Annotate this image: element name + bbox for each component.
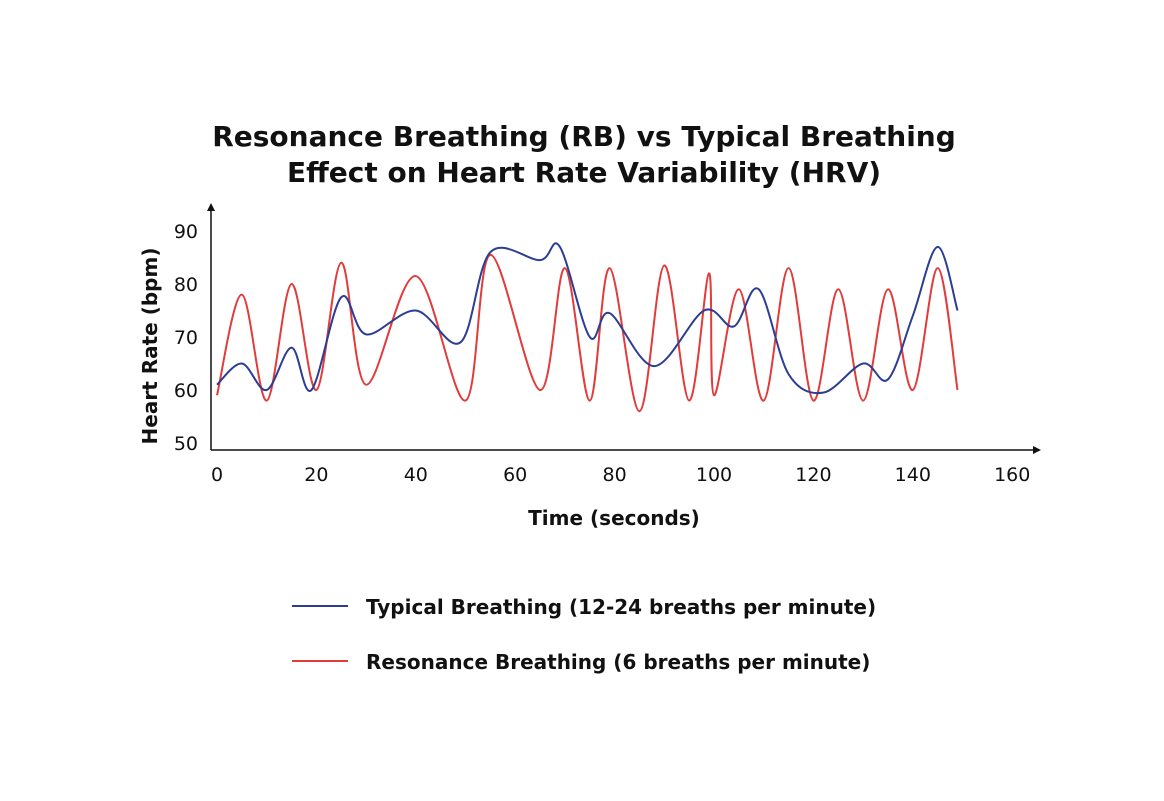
x-tick-140: 140 <box>895 464 931 486</box>
chart-title-line-1: Resonance Breathing (RB) vs Typical Brea… <box>212 120 956 153</box>
x-tick-0: 0 <box>211 464 223 486</box>
x-tick-20: 20 <box>304 464 328 486</box>
series-lines <box>216 242 959 413</box>
y-axis-arrow <box>207 203 215 211</box>
legend-label-resonance: Resonance Breathing (6 breaths per minut… <box>366 650 870 674</box>
x-tick-80: 80 <box>603 464 627 486</box>
x-tick-120: 120 <box>795 464 831 486</box>
y-tick-90: 90 <box>174 221 198 243</box>
axes <box>207 203 1041 454</box>
x-tick-160: 160 <box>994 464 1030 486</box>
series-line-typical-breathing <box>216 242 959 395</box>
y-axis-label: Heart Rate (bpm) <box>138 248 162 445</box>
x-tick-40: 40 <box>404 464 428 486</box>
x-tick-60: 60 <box>503 464 527 486</box>
y-tick-60: 60 <box>174 380 198 402</box>
x-axis-arrow <box>1033 446 1041 454</box>
chart-title-line-2: Effect on Heart Rate Variability (HRV) <box>287 156 881 189</box>
x-axis-label: Time (seconds) <box>528 506 700 530</box>
y-tick-70: 70 <box>174 327 198 349</box>
y-tick-80: 80 <box>174 274 198 296</box>
x-tick-100: 100 <box>696 464 732 486</box>
legend: Typical Breathing (12-24 breaths per min… <box>292 595 876 674</box>
series-line-resonance-breathing <box>216 253 959 413</box>
y-tick-50: 50 <box>174 433 198 455</box>
y-tick-labels: 50 60 70 80 90 <box>174 221 198 455</box>
legend-label-typical: Typical Breathing (12-24 breaths per min… <box>366 595 876 619</box>
x-tick-labels: 0 20 40 60 80 100 120 140 160 <box>211 464 1030 486</box>
